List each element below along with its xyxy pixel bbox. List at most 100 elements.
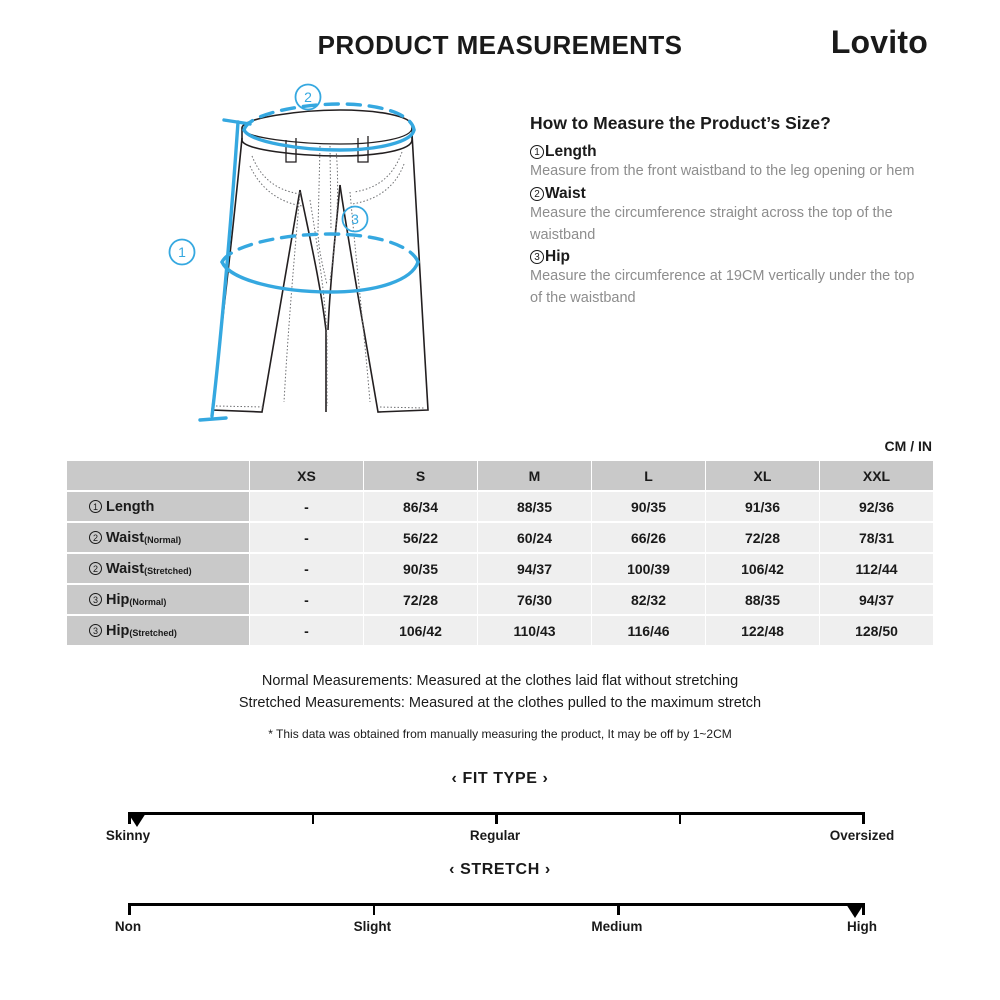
fit-type-title: ‹ FIT TYPE ›	[451, 770, 549, 787]
cell-xl: 72/28	[706, 523, 819, 552]
svg-text:3: 3	[351, 211, 359, 227]
measure-item-waist: 2 Waist	[530, 185, 930, 203]
table-corner-cell	[67, 461, 249, 490]
svg-text:2: 2	[304, 89, 312, 105]
scale-label-regular: Regular	[469, 828, 521, 843]
measure-item-waist-label: Waist	[545, 184, 586, 202]
measure-item-length: 1 Length	[530, 143, 930, 161]
brand-logo: Lovito	[830, 24, 928, 60]
callout-2: 2	[294, 83, 322, 111]
scale-tick	[372, 903, 376, 915]
cell-l: 90/35	[592, 492, 705, 521]
fit-type-scale: ‹ FIT TYPE › Skinny Regular Oversized	[0, 770, 1000, 848]
scale-marker	[128, 813, 146, 827]
column-header-xl: XL	[706, 461, 819, 490]
scale-tick	[495, 812, 498, 824]
cell-xxl: 92/36	[820, 492, 933, 521]
cell-xxl: 78/31	[820, 523, 933, 552]
column-header-s: S	[364, 461, 477, 490]
row-header-sublabel: (Stretched)	[129, 627, 177, 638]
pants-measurement-diagram: 1 2 3	[150, 80, 480, 440]
stretch-labels: Non Slight Medium High	[0, 919, 1000, 939]
cell-m: 88/35	[478, 492, 591, 521]
table-row: 3 Hip(Stretched) -106/42 110/43 116/46 122/48…	[67, 616, 933, 645]
callout-3: 3	[341, 205, 369, 233]
scale-tick	[862, 812, 865, 824]
measurement-notes: Normal Measurements: Measured at the clo…	[0, 670, 1000, 741]
cell-xxl: 94/37	[820, 585, 933, 614]
cell-l: 100/39	[592, 554, 705, 583]
row-header-sublabel: (Normal)	[129, 596, 167, 607]
measure-item-length-desc: Measure from the front waistband to the …	[530, 163, 915, 179]
cell-l: 82/32	[592, 585, 705, 614]
circled-number-3-icon: 3	[89, 592, 102, 606]
scale-line	[128, 903, 862, 906]
table-row: 3 Hip(Normal) -72/28 76/30 82/32 88/35 94/37	[67, 585, 933, 614]
how-to-measure-panel: How to Measure the Product’s Size? 1 Leng…	[530, 113, 930, 311]
circled-number-3-icon: 3	[530, 250, 544, 265]
column-header-m: M	[478, 461, 591, 490]
cell-m: 60/24	[478, 523, 591, 552]
scale-tick	[617, 903, 620, 915]
stretch-axis	[0, 893, 1000, 918]
how-to-heading: How to Measure the Product’s Size?	[530, 113, 831, 133]
scale-marker	[846, 904, 864, 918]
table-header-row: XS S M L XL XXL	[67, 461, 933, 490]
cell-m: 76/30	[478, 585, 591, 614]
callout-1: 1	[168, 238, 196, 266]
scale-tick	[678, 812, 681, 824]
cell-s: 90/35	[364, 554, 477, 583]
scale-label-slight: Slight	[353, 919, 392, 934]
size-chart-table: XS S M L XL XXL 1 Length -86/34 88/35 90/35 91/36 9…	[66, 459, 934, 647]
scale-tick	[311, 812, 314, 824]
cell-xl: 106/42	[706, 554, 819, 583]
page-title: PRODUCT MEASUREMENTS	[317, 30, 683, 60]
stretch-title: ‹ STRETCH ›	[449, 861, 551, 878]
scale-tick	[128, 903, 131, 915]
measure-item-hip: 3 Hip	[530, 248, 930, 266]
cell-s: 106/42	[364, 616, 477, 645]
units-label: CM / IN	[884, 438, 932, 454]
cell-xs: -	[250, 554, 363, 583]
table-row: 2 Waist(Stretched) -90/35 94/37 100/39 106/42…	[67, 554, 933, 583]
column-header-l: L	[592, 461, 705, 490]
scale-label-skinny: Skinny	[105, 828, 151, 843]
cell-xl: 122/48	[706, 616, 819, 645]
cell-xs: -	[250, 616, 363, 645]
cell-s: 56/22	[364, 523, 477, 552]
circled-number-1-icon: 1	[530, 145, 544, 159]
row-header-length: 1 Length	[67, 492, 249, 521]
note-stretched: Stretched Measurements: Measured at the …	[238, 695, 762, 712]
row-header-waist-normal: 2 Waist(Normal)	[67, 523, 249, 552]
column-header-xxl: XXL	[820, 461, 933, 490]
circled-number-1-icon: 1	[89, 499, 102, 513]
measure-item-hip-label: Hip	[545, 248, 570, 266]
measure-item-length-label: Length	[545, 143, 597, 160]
table-row: 1 Length -86/34 88/35 90/35 91/36 92/36	[67, 492, 933, 521]
cell-xs: -	[250, 492, 363, 521]
cell-xxl: 128/50	[820, 616, 933, 645]
cell-xs: -	[250, 585, 363, 614]
table-row: 2 Waist(Normal) -56/22 60/24 66/26 72/28 78/31	[67, 523, 933, 552]
circled-number-2-icon: 2	[89, 530, 102, 544]
note-normal: Normal Measurements: Measured at the clo…	[261, 673, 739, 689]
cell-s: 72/28	[364, 585, 477, 614]
circled-number-2-icon: 2	[89, 561, 102, 575]
circled-number-2-icon: 2	[530, 186, 544, 201]
row-header-waist-stretched: 2 Waist(Stretched)	[67, 554, 249, 583]
row-header-hip-normal: 3 Hip(Normal)	[67, 585, 249, 614]
cell-s: 86/34	[364, 492, 477, 521]
column-header-xs: XS	[250, 461, 363, 490]
cell-xl: 88/35	[706, 585, 819, 614]
scale-label-medium: Medium	[591, 919, 643, 934]
cell-l: 116/46	[592, 616, 705, 645]
fit-type-labels: Skinny Regular Oversized	[0, 828, 1000, 848]
row-header-hip-stretched: 3 Hip(Stretched)	[67, 616, 249, 645]
row-header-sublabel: (Stretched)	[144, 565, 192, 576]
measure-item-hip-desc: Measure the circumference at 19CM vertic…	[530, 268, 915, 306]
scale-label-oversized: Oversized	[829, 828, 895, 843]
note-disclaimer: * This data was obtained from manually m…	[268, 726, 732, 741]
scale-label-high: High	[847, 919, 877, 934]
svg-text:1: 1	[178, 244, 186, 260]
